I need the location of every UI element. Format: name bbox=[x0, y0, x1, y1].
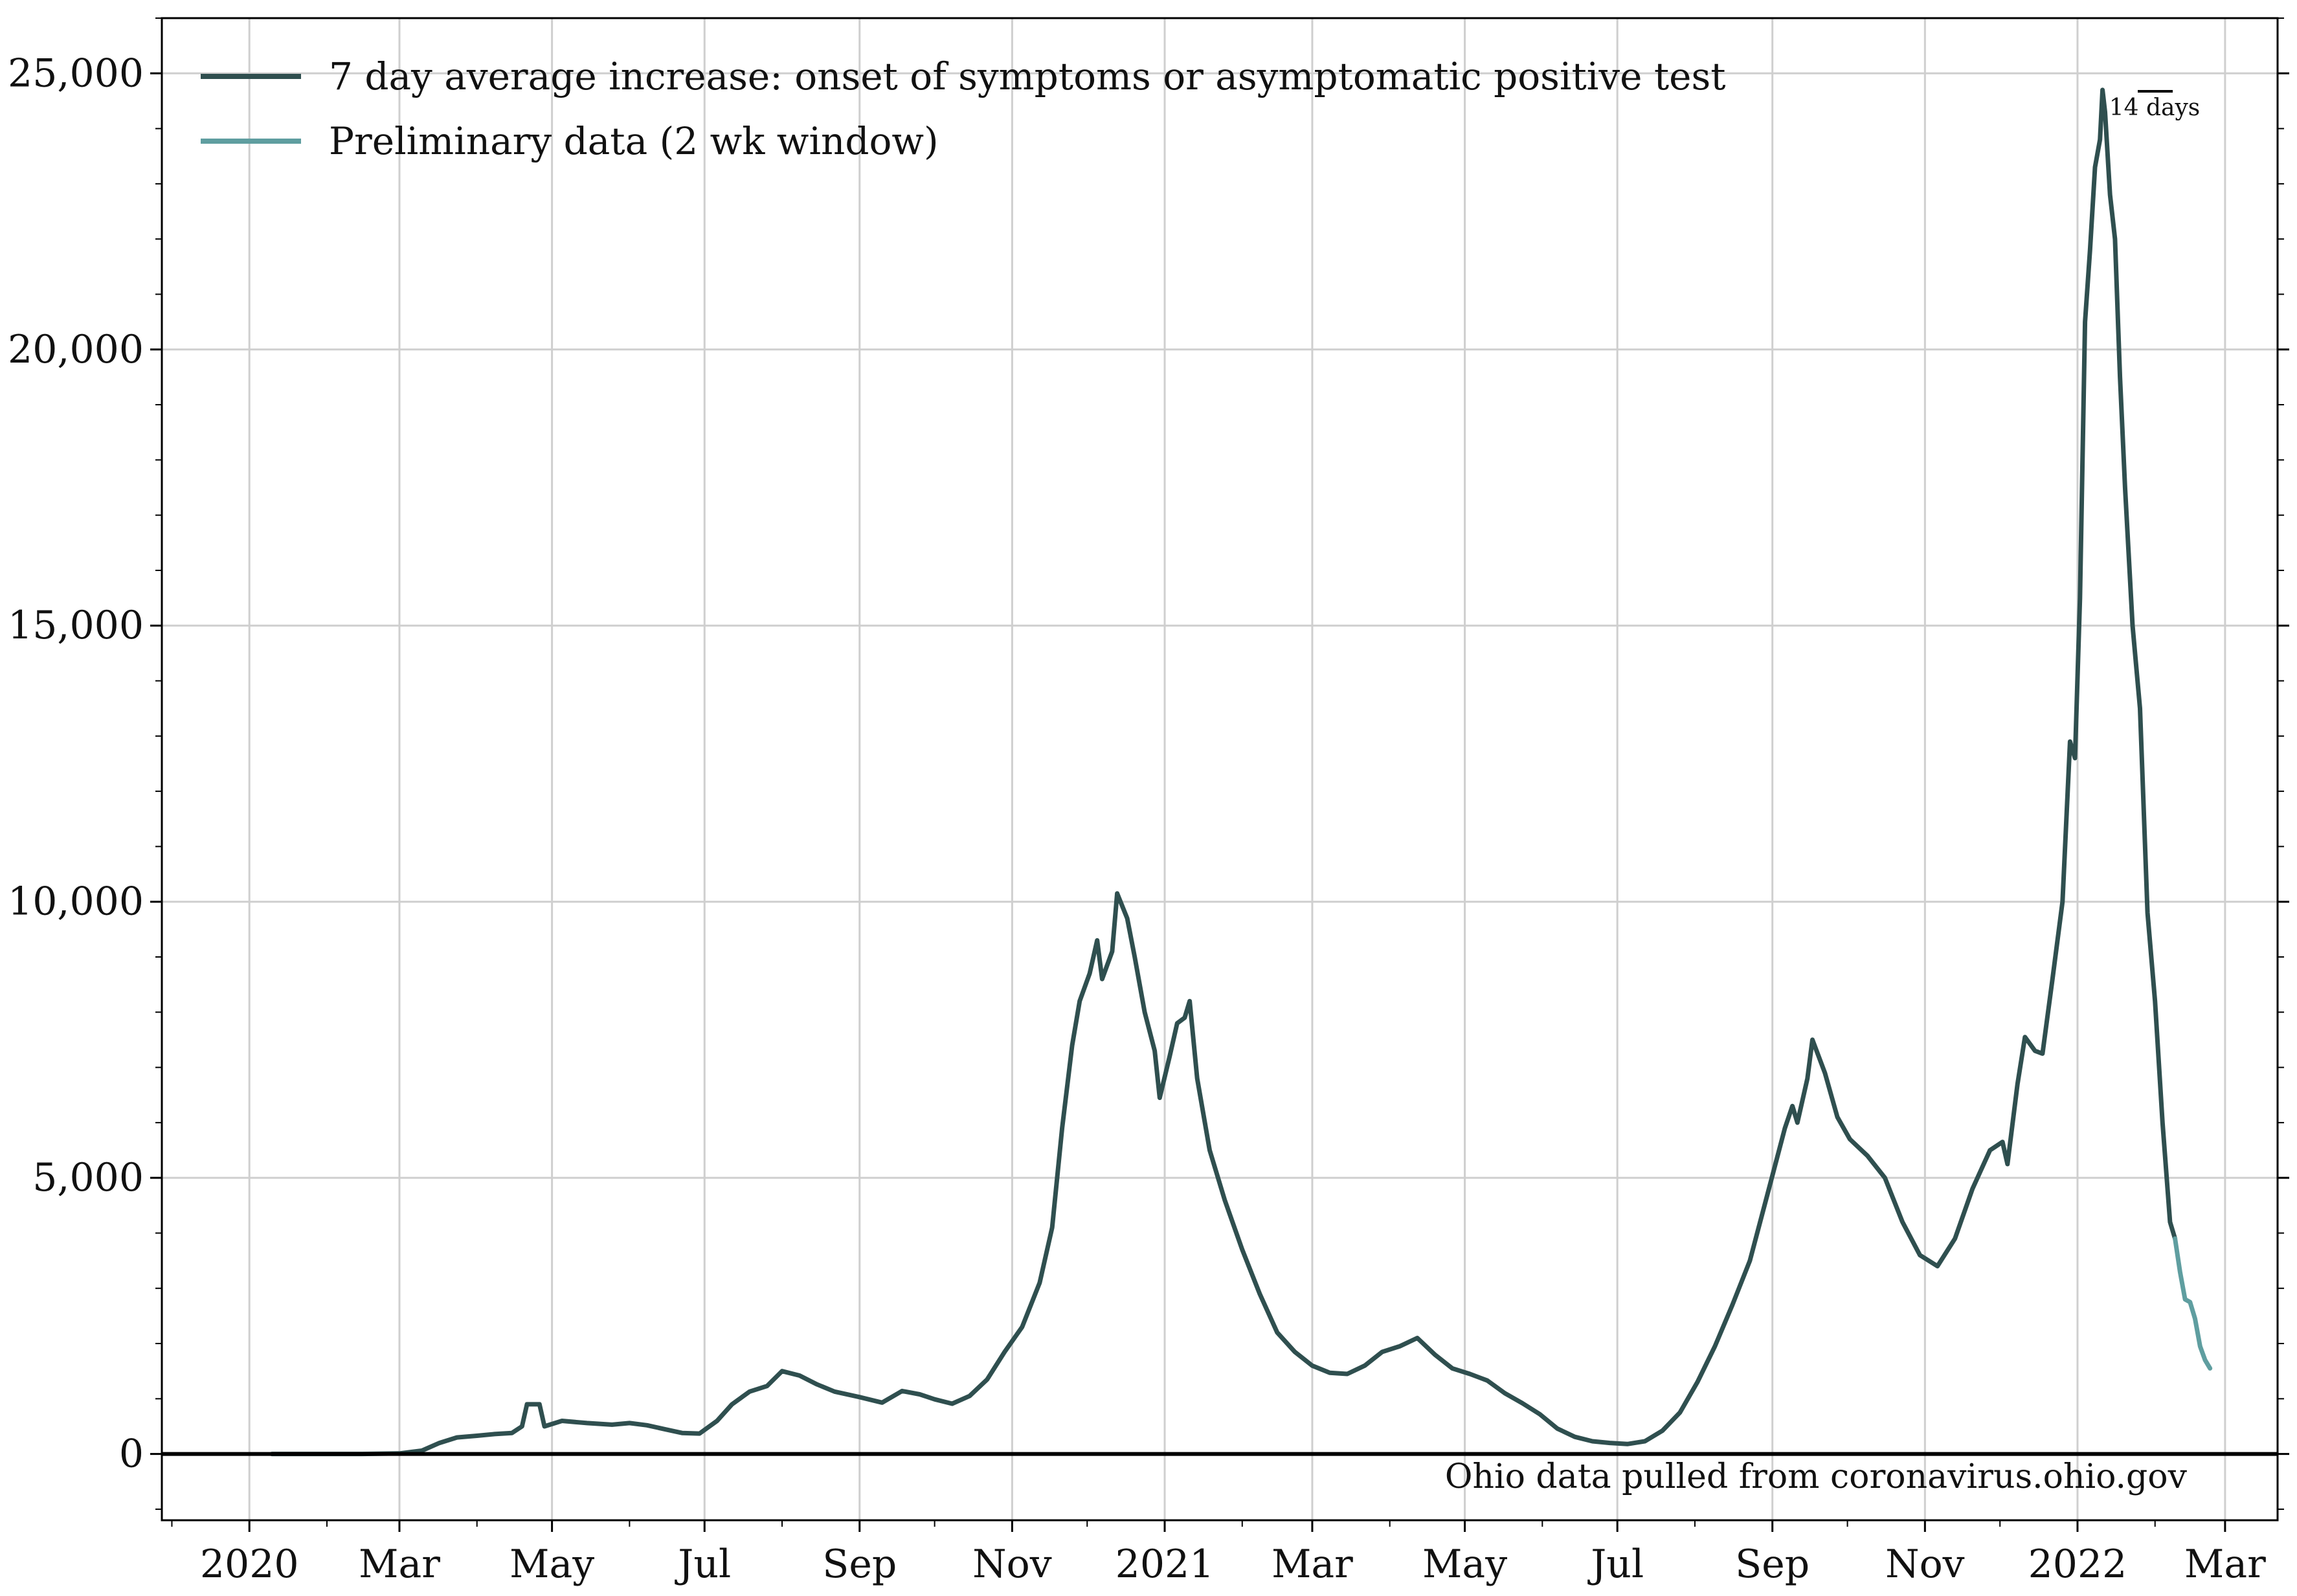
y-tick-label: 15,000 bbox=[8, 603, 144, 648]
x-tick-label: Jul bbox=[1587, 1542, 1644, 1587]
series-line-preliminary-data bbox=[2173, 1236, 2213, 1371]
x-tick-label: Sep bbox=[822, 1542, 897, 1587]
x-tick-label: Sep bbox=[1735, 1542, 1810, 1587]
series-line-7-day-average bbox=[269, 87, 2178, 1457]
x-tick-label: Mar bbox=[359, 1542, 440, 1587]
x-tick-label: Mar bbox=[2184, 1542, 2266, 1587]
x-tick-label: 2020 bbox=[200, 1542, 299, 1587]
x-tick-label: May bbox=[510, 1542, 594, 1587]
y-tick-label: 0 bbox=[119, 1432, 144, 1477]
source-note: Ohio data pulled from coronavirus.ohio.g… bbox=[1445, 1457, 2188, 1496]
y-tick-label: 20,000 bbox=[8, 327, 144, 372]
legend: 7 day average increase: onset of symptom… bbox=[201, 54, 1726, 163]
axis-ticks: 0 5,000 10,000 15,000 20,000 25,000 2020 Mar May… bbox=[8, 17, 2289, 1587]
x-tick-label: Mar bbox=[1272, 1542, 1353, 1587]
x-tick-label: 2022 bbox=[2028, 1542, 2127, 1587]
x-tick-label: Nov bbox=[972, 1542, 1052, 1587]
y-tick-label: 10,000 bbox=[8, 879, 144, 925]
x-tick-label: May bbox=[1422, 1542, 1507, 1587]
series-lines bbox=[269, 87, 2213, 1457]
scale-bar: 14 days bbox=[2109, 90, 2201, 121]
y-tick-label: 25,000 bbox=[8, 51, 144, 96]
x-tick-label: 2021 bbox=[1115, 1542, 1215, 1587]
plot-frame bbox=[161, 17, 2279, 1522]
x-tick-label: Nov bbox=[1885, 1542, 1965, 1587]
x-tick-label: Jul bbox=[674, 1542, 731, 1587]
legend-label-preliminary-data: Preliminary data (2 wk window) bbox=[329, 119, 939, 163]
scale-bar-label: 14 days bbox=[2109, 95, 2201, 121]
legend-label-7-day-average: 7 day average increase: onset of symptom… bbox=[329, 54, 1726, 98]
y-tick-label: 5,000 bbox=[32, 1155, 144, 1200]
grid-lines bbox=[162, 18, 2278, 1520]
